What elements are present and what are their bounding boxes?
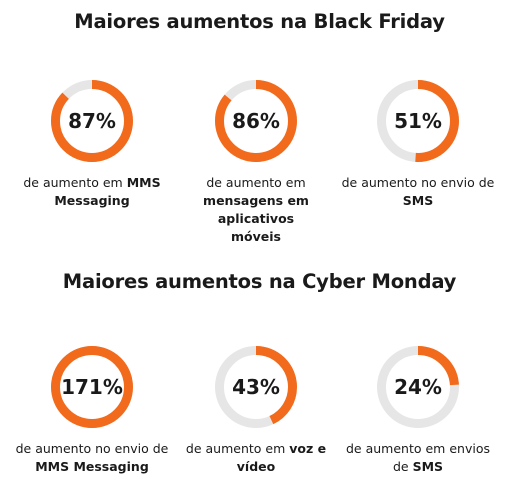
caption-prefix: de aumento no envio de <box>341 175 495 190</box>
caption-highlight: MMS Messaging <box>54 175 161 208</box>
caption-prefix: de aumento em <box>23 175 127 190</box>
donut-chart: 43% <box>215 346 297 428</box>
donut-arc <box>215 80 297 162</box>
donut-value-label: 43% <box>232 375 280 399</box>
caption-prefix: de aumento em <box>206 175 306 190</box>
stat-caption: de aumento em mensagens em aplicativos m… <box>171 174 341 246</box>
donut-chart: 86% <box>215 80 297 162</box>
donut-chart: 171% <box>51 346 133 428</box>
caption-prefix: de aumento no envio de <box>15 441 169 456</box>
stat-bf-sms: 51% de aumento no envio de SMS <box>333 76 503 210</box>
caption-highlight: voz e vídeo <box>236 441 327 474</box>
donut-value-label: 24% <box>394 375 442 399</box>
caption-prefix: de aumento em envios de <box>346 441 490 474</box>
cyber-monday-title: Maiores aumentos na Cyber Monday <box>62 270 457 293</box>
stat-bf-mobile-apps: 86% de aumento em mensagens em aplicativ… <box>171 76 341 246</box>
donut-value-label: 86% <box>232 109 280 133</box>
donut-value-label: 87% <box>68 109 116 133</box>
donut-arc <box>215 346 297 428</box>
black-friday-title: Maiores aumentos na Black Friday <box>74 10 445 33</box>
donut-arc <box>377 80 459 162</box>
caption-highlight: mensagens em aplicativos móveis <box>203 193 309 244</box>
donut-value-label: 171% <box>61 375 123 399</box>
stat-caption: de aumento em MMS Messaging <box>7 174 177 210</box>
caption-highlight: MMS Messaging <box>35 459 149 474</box>
stat-cm-sms: 24% de aumento em envios de SMS <box>333 342 503 476</box>
stat-caption: de aumento em voz e vídeo <box>171 440 341 476</box>
caption-prefix: de aumento em <box>185 441 290 456</box>
stat-caption: de aumento no envio de MMS Messaging <box>0 440 187 476</box>
donut-chart: 24% <box>377 346 459 428</box>
donut-arc <box>377 346 459 428</box>
donut-chart: 51% <box>377 80 459 162</box>
stat-caption: de aumento no envio de SMS <box>333 174 503 210</box>
stat-cm-mms: 171% de aumento no envio de MMS Messagin… <box>7 342 177 476</box>
stat-bf-mms: 87% de aumento em MMS Messaging <box>7 76 177 210</box>
caption-highlight: SMS <box>412 459 444 474</box>
donut-arc <box>51 80 133 162</box>
stat-caption: de aumento em envios de SMS <box>333 440 503 476</box>
caption-highlight: SMS <box>402 193 434 208</box>
donut-value-label: 51% <box>394 109 442 133</box>
stat-cm-voice-video: 43% de aumento em voz e vídeo <box>171 342 341 476</box>
donut-chart: 87% <box>51 80 133 162</box>
donut-arc <box>51 346 133 428</box>
